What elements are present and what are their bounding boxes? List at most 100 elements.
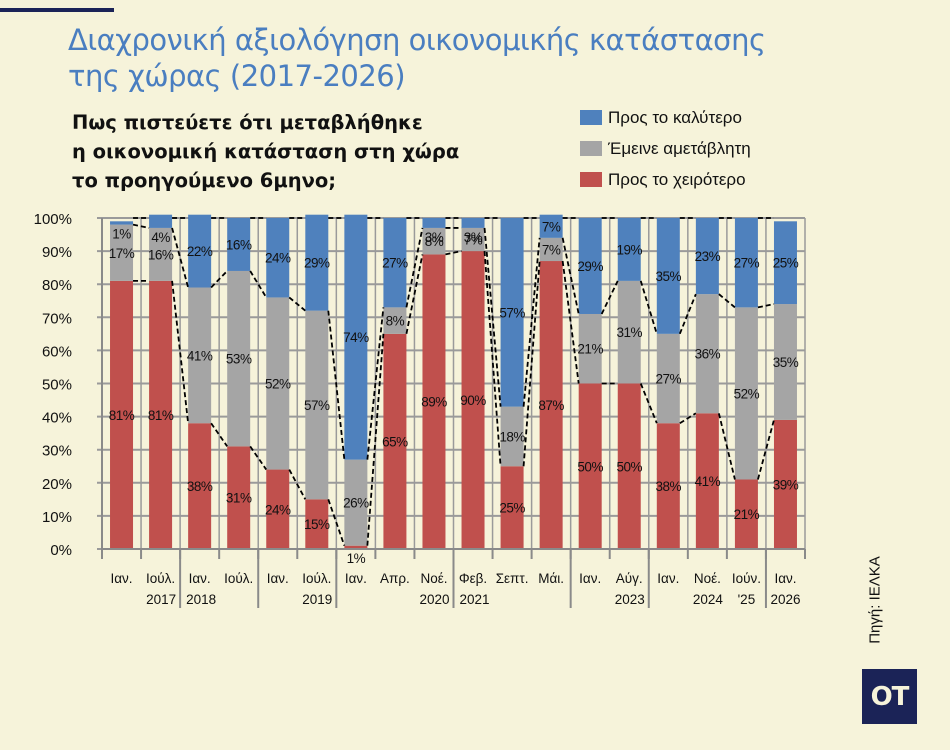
- bar-better: [344, 214, 368, 460]
- data-label-same: 36%: [695, 347, 721, 362]
- connector-line: [210, 270, 228, 289]
- data-label-better: 1%: [112, 227, 131, 242]
- x-category-label: Σεπτ.: [496, 571, 529, 586]
- x-category-label: Ιούν.: [732, 571, 761, 586]
- legend-item-worse: Προς το χειρότερο: [580, 164, 751, 195]
- bar-worse: [617, 383, 641, 549]
- data-label-same: 8%: [425, 234, 444, 249]
- data-label-worse: 15%: [304, 517, 330, 532]
- x-group-label: 2024: [693, 592, 724, 607]
- bar-same: [344, 459, 368, 546]
- bar-worse: [149, 280, 173, 549]
- data-label-better: 29%: [577, 259, 603, 274]
- source-note: Πηγή: ΙΕΛΚΑ: [850, 540, 900, 660]
- data-label-better: 16%: [226, 237, 252, 252]
- data-label-worse: 90%: [460, 393, 486, 408]
- x-category-label: Νοέ.: [694, 571, 721, 586]
- connector-line: [366, 307, 385, 460]
- legend: Προς το καλύτερο Έμεινε αμετάβλητη Προς …: [580, 102, 751, 195]
- x-group-label: 2020: [419, 592, 449, 607]
- y-tick-label: 30%: [42, 443, 72, 460]
- data-label-same: 21%: [577, 342, 603, 357]
- data-label-better: 7%: [542, 219, 561, 234]
- bar-same: [383, 307, 407, 334]
- bar-same: [422, 227, 446, 255]
- x-category-label: Ιαν.: [267, 571, 289, 586]
- bar-same: [617, 280, 641, 384]
- connector-line: [405, 254, 424, 335]
- bar-better: [383, 218, 407, 308]
- data-label-worse: 24%: [265, 502, 291, 517]
- y-tick-label: 90%: [42, 244, 72, 261]
- data-label-worse: 89%: [421, 395, 447, 410]
- bar-worse: [734, 479, 758, 549]
- bar-worse: [305, 499, 329, 549]
- bar-worse: [422, 254, 446, 549]
- data-label-same: 17%: [109, 246, 135, 261]
- survey-question-line-2: η οικονομική κατάσταση στη χώρα: [72, 140, 460, 163]
- bar-better: [734, 218, 758, 308]
- connector-line: [678, 293, 697, 335]
- bar-better: [500, 218, 524, 407]
- bar-worse: [578, 383, 602, 549]
- data-label-same: 52%: [734, 386, 760, 401]
- survey-question: Πως πιστεύετε ότι μεταβλήθηκε η οικονομι…: [72, 108, 512, 195]
- bar-better: [305, 214, 329, 311]
- y-tick-label: 0%: [50, 542, 72, 559]
- top-accent-bar: [0, 8, 114, 12]
- bar-same: [500, 406, 524, 467]
- data-label-worse: 21%: [734, 507, 760, 522]
- y-tick-label: 80%: [42, 277, 72, 294]
- connector-line: [249, 270, 268, 298]
- x-category-label: Ιαν.: [189, 571, 211, 586]
- bar-same: [266, 297, 290, 470]
- data-label-better: 25%: [773, 256, 799, 271]
- chart-title-line-1: Διαχρονική αξιολόγηση οικονομικής κατάστ…: [68, 23, 766, 57]
- bar-better: [110, 221, 134, 225]
- data-label-worse: 1%: [347, 551, 366, 566]
- data-label-same: 18%: [499, 429, 525, 444]
- data-label-worse: 25%: [499, 501, 525, 516]
- x-category-label: Απρ.: [380, 571, 410, 586]
- bar-worse: [695, 413, 719, 549]
- connector-line: [679, 412, 697, 424]
- bar-better: [188, 214, 212, 288]
- x-group-label: 2021: [460, 592, 490, 607]
- bar-worse: [500, 466, 524, 549]
- bar-better: [461, 218, 485, 228]
- bar-worse: [539, 261, 563, 549]
- data-label-worse: 81%: [109, 408, 135, 423]
- data-label-worse: 65%: [382, 434, 408, 449]
- connector-line: [445, 250, 462, 256]
- x-category-label: Ιαν.: [345, 571, 367, 586]
- connector-line: [132, 223, 150, 229]
- bar-better: [773, 221, 797, 305]
- bar-same: [539, 237, 563, 262]
- connector-line: [639, 280, 658, 335]
- connector-line: [561, 260, 580, 384]
- connector-line: [522, 237, 541, 407]
- x-category-label: Ιούλ.: [224, 571, 253, 586]
- data-label-better: 3%: [425, 230, 444, 245]
- connector-line: [561, 237, 580, 315]
- connector-line: [757, 419, 775, 480]
- bar-same: [734, 307, 758, 480]
- data-label-better: 23%: [695, 249, 721, 264]
- connector-line: [522, 260, 541, 467]
- x-category-label: Ιαν.: [774, 571, 796, 586]
- chart-title: Διαχρονική αξιολόγηση οικονομικής κατάστ…: [68, 22, 888, 94]
- chart-title-line-2: της χώρας (2017-2026): [68, 59, 406, 93]
- bar-better: [656, 218, 680, 334]
- connector-line: [249, 445, 267, 471]
- data-label-same: 52%: [265, 377, 291, 392]
- data-label-worse: 50%: [616, 459, 642, 474]
- x-category-label: Ιαν.: [579, 571, 601, 586]
- bar-worse: [110, 280, 134, 549]
- legend-swatch-same: [580, 141, 602, 156]
- x-category-label: Φεβ.: [459, 571, 487, 586]
- bar-worse: [461, 251, 485, 549]
- y-tick-label: 20%: [42, 476, 72, 493]
- legend-label-better: Προς το καλύτερο: [608, 107, 742, 127]
- connector-line: [171, 227, 190, 288]
